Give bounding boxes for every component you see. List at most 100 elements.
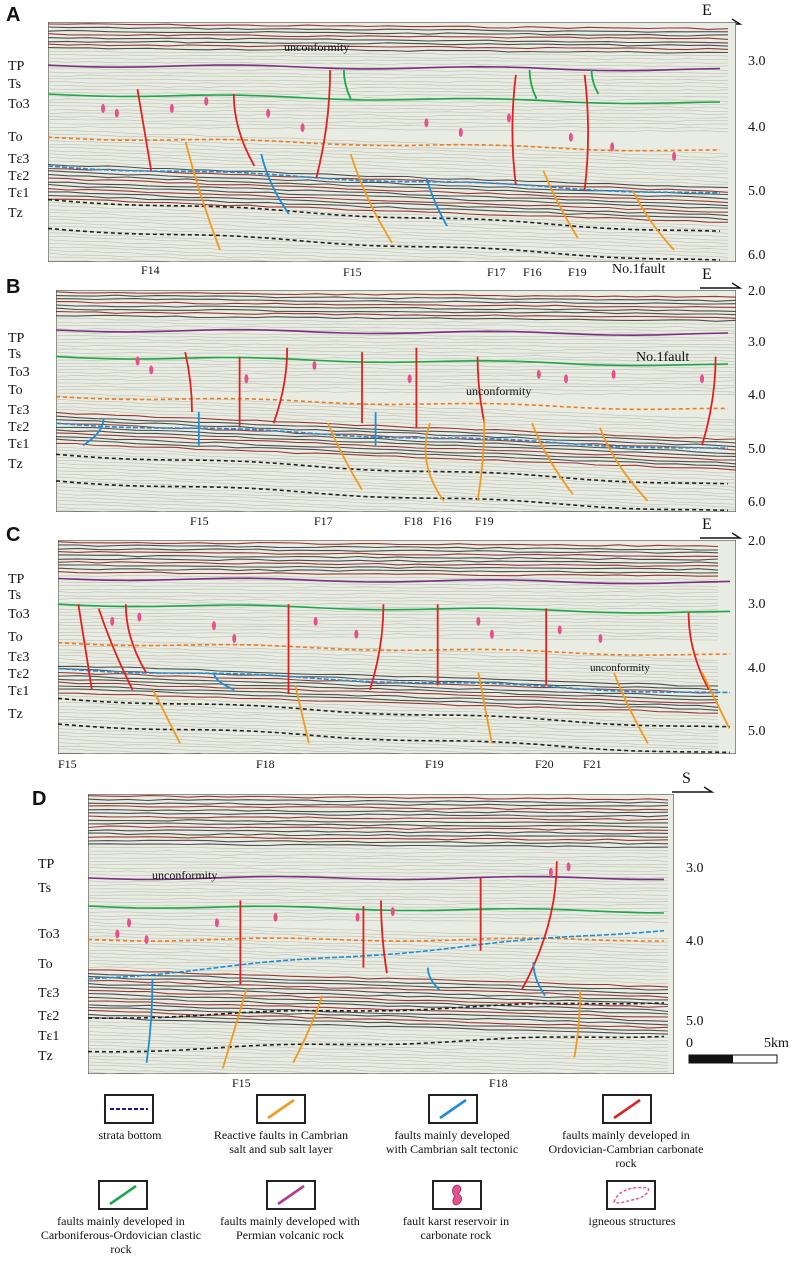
horizon-label: TP [38, 857, 55, 872]
scale-end-label: 5km [764, 1036, 789, 1051]
horizon-label: To3 [8, 97, 30, 112]
axis-tick: 4.0 [748, 661, 766, 676]
direction-label-d: S [682, 770, 691, 787]
fault-label: F15 [232, 1076, 251, 1090]
axis-tick: 6.0 [748, 248, 766, 263]
legend-swatch-reactive-faults [256, 1094, 306, 1124]
axis-tick: 3.0 [748, 54, 766, 69]
horizon-label: Tz [8, 707, 23, 722]
legend-label: strata bottom [98, 1128, 162, 1142]
direction-arrow-b [700, 282, 743, 289]
legend-swatch-carbonate-faults [602, 1094, 652, 1124]
legend-label: Reactive faults in Cambrian salt and sub… [213, 1128, 349, 1156]
horizon-label: Tε3 [38, 986, 60, 1001]
axis-tick: 5.0 [748, 184, 766, 199]
fault-label: F18 [404, 514, 423, 528]
horizon-label: To [8, 630, 23, 645]
horizon-label: TP [8, 572, 25, 587]
horizon-label: Tz [8, 206, 23, 221]
legend-label: igneous structures [588, 1214, 676, 1228]
panel-label-a: A [6, 4, 21, 26]
fault-label: F16 [523, 265, 542, 279]
horizon-label: Tε3 [8, 650, 30, 665]
horizon-label: To3 [8, 365, 30, 380]
seismic-section-d [88, 794, 674, 1074]
legend-swatch-clastic-faults [98, 1180, 148, 1210]
legend-swatch-salt-tectonic-faults [428, 1094, 478, 1124]
horizon-label: To3 [8, 607, 30, 622]
fault-label: F19 [568, 265, 587, 279]
direction-label-c: E [702, 516, 712, 533]
horizon-label: To [8, 130, 23, 145]
horizon-label: Tε2 [8, 169, 30, 184]
direction-arrow-d [672, 786, 715, 793]
panel-label-b: B [6, 276, 21, 298]
direction-label-b: E [702, 266, 712, 283]
horizon-label: Tε2 [8, 420, 30, 435]
scale-start-label: 0 [686, 1036, 693, 1051]
horizon-label: Ts [8, 588, 22, 603]
horizon-label: To3 [38, 927, 60, 942]
legend-label: faults mainly developed in Ordovician-Ca… [548, 1128, 704, 1170]
unconformity-annotation: unconformity [284, 40, 350, 54]
panel-label-d: D [32, 788, 47, 810]
seismic-section-b [56, 290, 736, 512]
axis-tick: 4.0 [748, 120, 766, 135]
fault-label: F21 [583, 757, 602, 771]
legend-label: faults mainly developed with Cambrian sa… [385, 1128, 519, 1156]
axis-tick: 2.0 [748, 534, 766, 549]
axis-tick: 2.0 [748, 284, 766, 299]
legend-swatch-strata-bottom [104, 1094, 154, 1124]
seismic-section-a [48, 22, 736, 262]
seismic-section-c [58, 540, 736, 754]
horizon-label: Tε1 [8, 437, 30, 452]
fault-label: F19 [475, 514, 494, 528]
legend-swatch-fault-karst [432, 1180, 482, 1210]
horizon-label: Tε1 [8, 684, 30, 699]
axis-tick: 3.0 [748, 597, 766, 612]
fault-label: No.1fault [636, 350, 690, 365]
unconformity-annotation: unconformity [466, 384, 532, 398]
fault-label: No.1fault [612, 262, 666, 277]
fault-label: F15 [190, 514, 209, 528]
horizon-label: Ts [38, 881, 52, 896]
fault-label: F20 [535, 757, 554, 771]
legend-label: faults mainly developed in Carboniferous… [40, 1214, 202, 1256]
fault-label: F15 [58, 757, 77, 771]
fault-label: F16 [433, 514, 452, 528]
fault-label: F14 [141, 263, 160, 277]
panel-label-c: C [6, 524, 21, 546]
axis-tick: 5.0 [748, 724, 766, 739]
fault-label: F19 [425, 757, 444, 771]
fault-label: F17 [314, 514, 333, 528]
axis-tick: 6.0 [748, 495, 766, 510]
axis-tick: 3.0 [686, 861, 704, 876]
axis-tick: 3.0 [748, 335, 766, 350]
axis-tick: 5.0 [748, 442, 766, 457]
horizon-label: Tε3 [8, 152, 30, 167]
axis-tick: 5.0 [686, 1014, 704, 1029]
fault-label: F17 [487, 265, 506, 279]
horizon-label: Tε3 [8, 403, 30, 418]
scale-bar [688, 1054, 778, 1064]
horizon-label: Tε2 [8, 667, 30, 682]
horizon-label: Tε1 [8, 186, 30, 201]
horizon-label: Tε2 [38, 1009, 60, 1024]
fault-label: F18 [256, 757, 275, 771]
legend-label: faults mainly developed with Permian vol… [220, 1214, 360, 1242]
horizon-label: To [38, 957, 53, 972]
horizon-label: Tz [38, 1049, 53, 1064]
horizon-label: Ts [8, 77, 22, 92]
horizon-label: Tz [8, 457, 23, 472]
axis-tick: 4.0 [748, 388, 766, 403]
fault-label: F15 [343, 265, 362, 279]
direction-label-a: E [702, 2, 712, 19]
fault-label: F18 [489, 1076, 508, 1090]
direction-arrow-c [700, 532, 743, 539]
horizon-label: Ts [8, 347, 22, 362]
unconformity-annotation: unconformity [590, 662, 650, 674]
axis-tick: 4.0 [686, 934, 704, 949]
legend-label: fault karst reservoir in carbonate rock [402, 1214, 510, 1242]
horizon-label: Tε1 [38, 1029, 60, 1044]
horizon-label: To [8, 383, 23, 398]
